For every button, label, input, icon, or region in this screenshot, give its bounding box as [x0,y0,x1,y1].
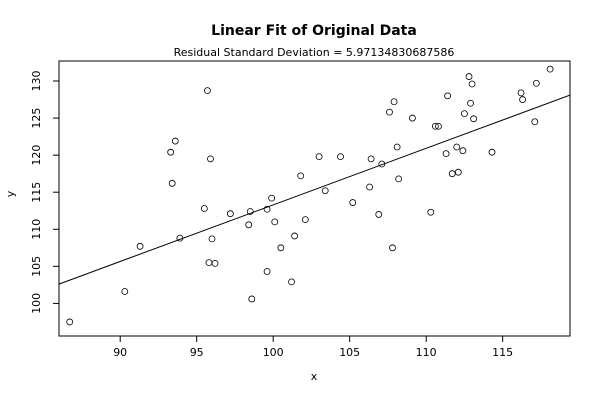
data-point [245,221,253,229]
x-tick-label: 90 [113,346,127,359]
y-tick-label: 115 [30,182,43,203]
data-point [431,122,439,130]
data-point [532,79,540,87]
y-tick-label: 105 [30,256,43,277]
plot-area [58,60,571,337]
data-point [291,232,299,240]
data-point [315,153,323,161]
data-point [121,288,129,295]
data-point [465,73,473,80]
data-point [301,216,309,224]
data-point [204,87,211,95]
data-point [268,194,276,202]
data-point [393,143,401,151]
data-point [454,168,462,176]
data-point [435,122,442,130]
data-point [448,170,456,178]
data-point [386,108,393,116]
data-point [297,172,305,180]
data-point [531,118,539,126]
data-point [427,208,435,216]
data-point [409,114,416,122]
y-axis-label: y [4,190,17,197]
data-point [337,153,344,161]
x-axis-label: x [311,370,318,383]
data-point [467,99,474,107]
plot-frame [58,60,571,337]
y-tick-label: 120 [30,145,43,166]
data-point [277,244,285,252]
data-point [167,148,175,156]
data-point [488,148,496,156]
data-point [248,295,256,303]
x-axis: 90 95 100 105 110 115 [113,336,513,359]
data-point [263,205,271,213]
data-point [444,92,452,100]
y-tick-label: 100 [30,293,43,314]
data-point [461,110,468,118]
x-tick-label: 110 [416,346,437,359]
fit-line [58,94,570,285]
y-tick-label: 125 [30,108,43,129]
y-tick-label: 110 [30,219,43,240]
data-point [66,318,74,326]
data-point [208,235,216,243]
data-point [367,155,375,163]
data-point [205,259,213,267]
data-point [390,98,398,106]
data-point [389,244,396,252]
data-point [200,205,208,212]
data-point [168,179,176,187]
data-point [395,175,403,183]
data-point [375,211,383,218]
data-point [519,96,526,103]
data-point [378,160,386,168]
data-point [226,210,234,218]
data-point [459,147,467,155]
data-point [470,115,478,123]
data-point [207,155,214,163]
y-axis: 100 105 110 115 120 125 130 [30,71,59,314]
data-point [171,137,179,145]
x-tick-label: 95 [190,346,204,359]
data-point [321,187,329,195]
data-point [136,242,144,250]
data-point [176,234,184,242]
chart-subtitle: Residual Standard Deviation = 5.97134830… [174,46,455,59]
data-point [271,218,279,226]
x-tick-label: 115 [492,346,513,359]
x-tick-label: 105 [339,346,360,359]
data-point [453,143,461,151]
data-point [546,65,554,73]
data-point [263,268,271,275]
chart-title: Linear Fit of Original Data [211,23,417,39]
x-tick-label: 100 [263,346,284,359]
data-point [468,80,476,88]
data-point [288,278,295,286]
data-point [366,183,373,191]
data-point [517,89,525,97]
y-tick-label: 130 [30,71,43,92]
data-points [66,65,554,326]
data-point [246,208,254,215]
data-point [442,150,450,158]
data-point [349,199,357,206]
data-point [211,259,219,267]
